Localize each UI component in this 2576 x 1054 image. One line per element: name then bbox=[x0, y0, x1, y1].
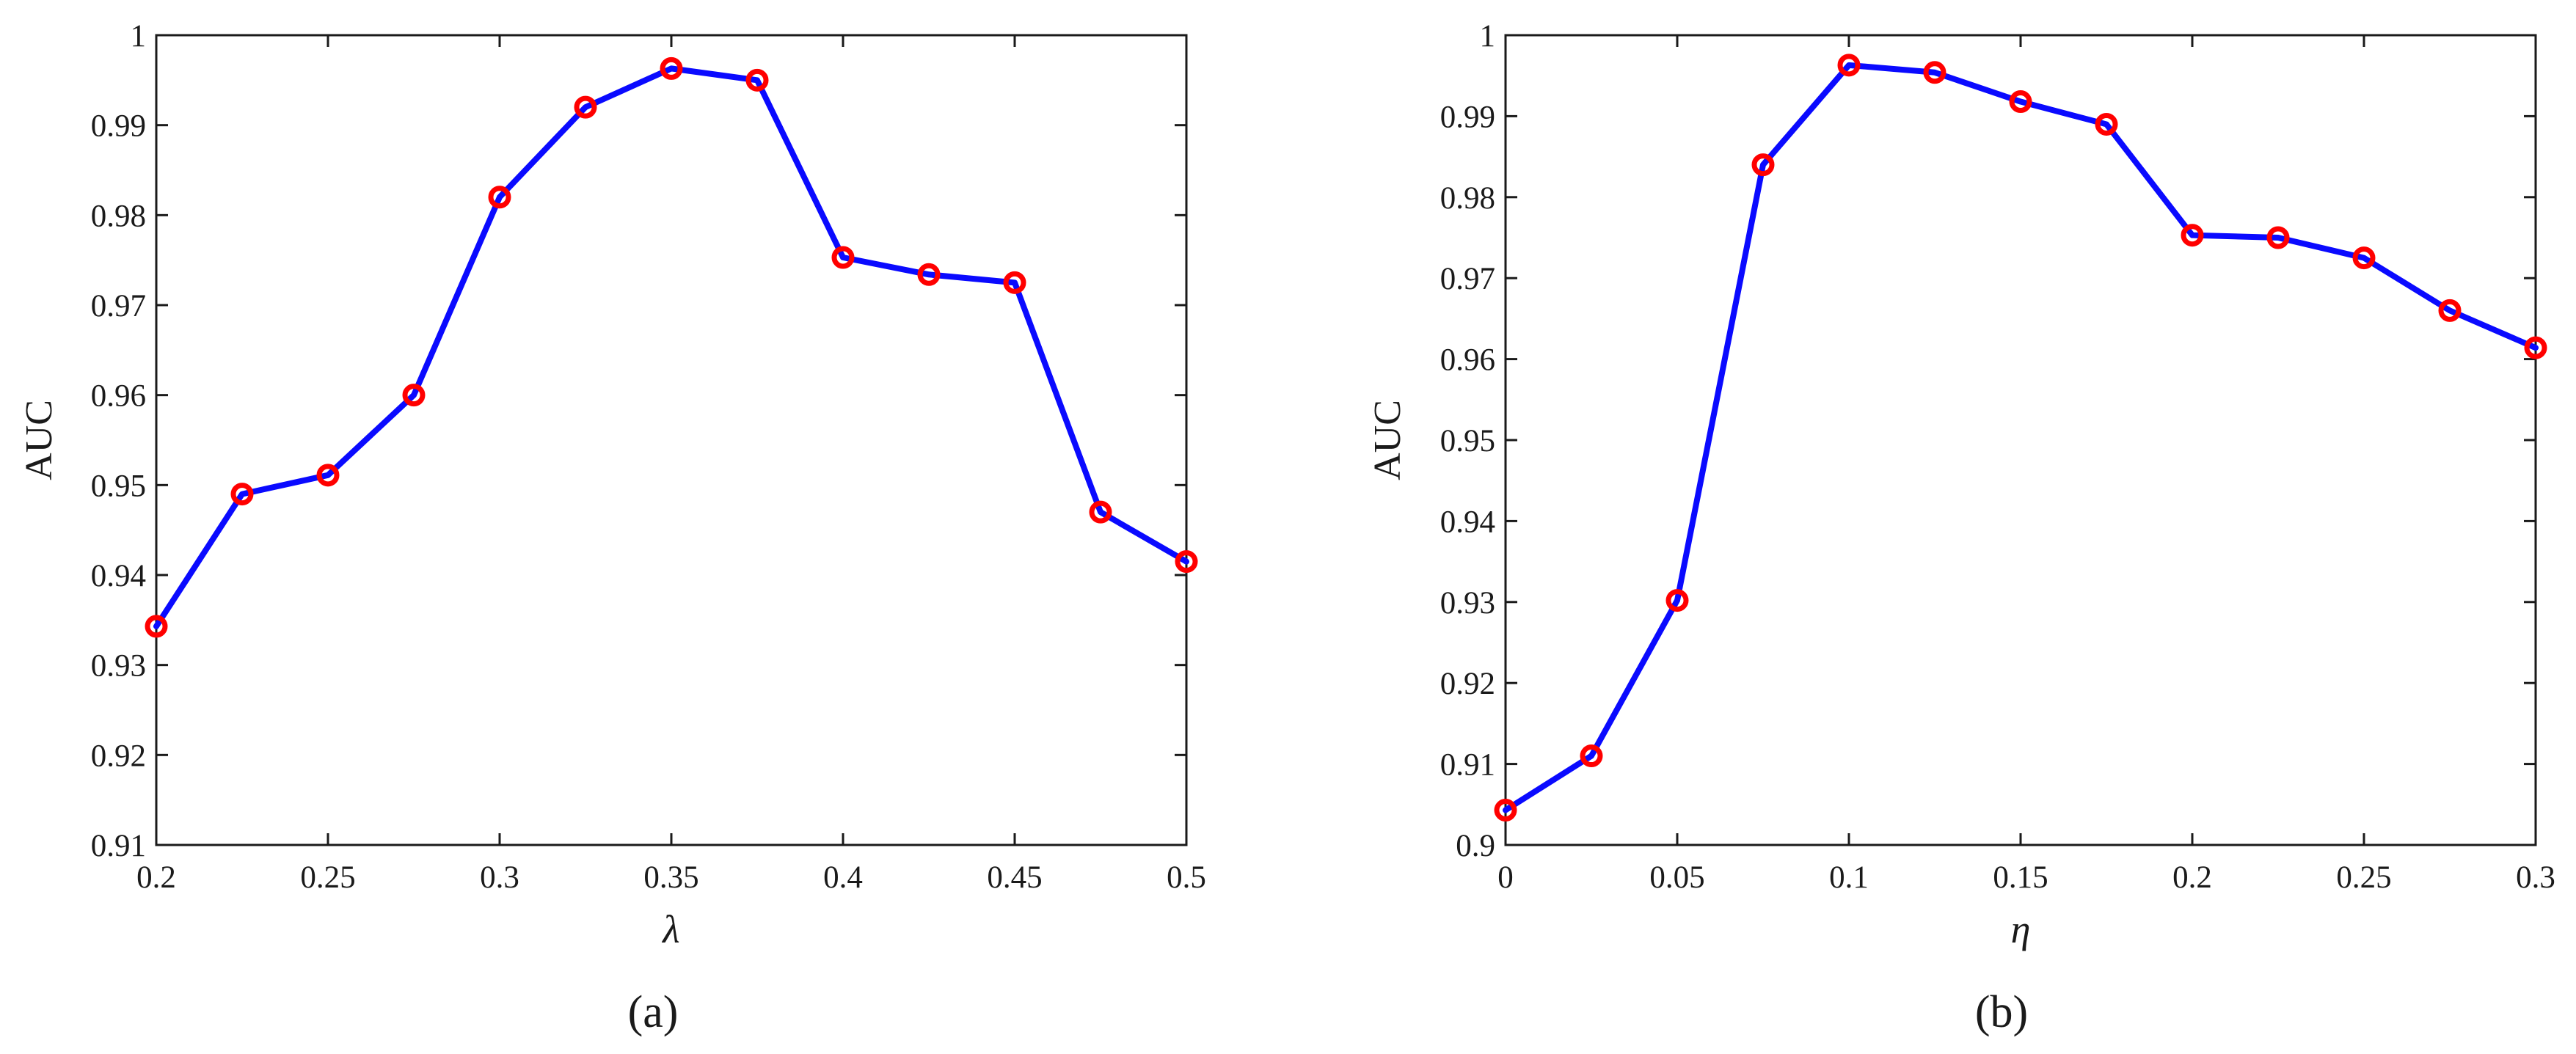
y-tick-label: 0.97 bbox=[1440, 262, 1495, 296]
y-tick-label: 0.98 bbox=[91, 199, 146, 233]
x-tick-label: 0.25 bbox=[300, 860, 355, 895]
y-tick-label: 0.99 bbox=[1440, 100, 1495, 134]
x-axis-label: λ bbox=[661, 907, 679, 951]
y-tick-label: 0.99 bbox=[91, 109, 146, 144]
x-tick-label: 0.25 bbox=[2336, 860, 2391, 895]
data-point bbox=[316, 464, 340, 487]
y-tick-label: 0.9 bbox=[1456, 829, 1495, 863]
y-tick-label: 0.93 bbox=[91, 649, 146, 684]
data-point bbox=[1003, 271, 1026, 294]
data-point bbox=[1751, 153, 1775, 177]
data-point bbox=[1089, 500, 1112, 524]
x-tick-label: 0.5 bbox=[1167, 860, 1206, 895]
data-point bbox=[1580, 744, 1603, 768]
data-point bbox=[1175, 550, 1198, 574]
x-tick-label: 0.1 bbox=[1829, 860, 1869, 895]
x-tick-label: 0 bbox=[1497, 860, 1514, 895]
series-line bbox=[1503, 62, 2539, 813]
y-tick-label: 0.93 bbox=[1440, 586, 1495, 621]
data-point bbox=[1837, 54, 1861, 77]
y-tick-label: 0.91 bbox=[1440, 748, 1495, 783]
data-point bbox=[2095, 112, 2118, 136]
x-tick-label: 0.15 bbox=[1993, 860, 2048, 895]
x-tick-label: 0.05 bbox=[1649, 860, 1704, 895]
data-point bbox=[1494, 799, 1517, 822]
y-tick-label: 0.97 bbox=[91, 289, 146, 323]
data-point bbox=[2352, 246, 2376, 270]
data-point bbox=[831, 246, 855, 269]
data-point bbox=[574, 95, 597, 119]
data-point bbox=[2524, 336, 2547, 359]
x-tick-label: 0.2 bbox=[2172, 860, 2212, 895]
data-point bbox=[145, 615, 168, 638]
panel-caption: (b) bbox=[1975, 987, 2028, 1037]
y-tick-label: 1 bbox=[1480, 19, 1496, 54]
data-point bbox=[230, 483, 254, 506]
y-tick-label: 0.95 bbox=[91, 469, 146, 503]
series-line bbox=[153, 65, 1189, 629]
y-tick-label: 0.96 bbox=[1440, 343, 1495, 378]
axes-frame bbox=[155, 34, 1188, 846]
data-point bbox=[917, 263, 941, 286]
x-tick-label: 0.45 bbox=[987, 860, 1042, 895]
y-tick-label: 1 bbox=[131, 19, 147, 54]
data-point bbox=[2009, 90, 2032, 114]
y-tick-label: 0.94 bbox=[91, 559, 146, 593]
axes-frame bbox=[1504, 34, 2537, 846]
panel-caption: (a) bbox=[628, 987, 679, 1037]
data-point bbox=[745, 68, 769, 92]
chart-panel-b: 0 0.05 0.1 0.15 0.2 0.25 0.3 0.9 0.91 0.92 0.93 0.9… bbox=[1367, 19, 2555, 1037]
data-point bbox=[1665, 589, 1689, 612]
y-tick-label: 0.96 bbox=[91, 379, 146, 414]
y-axis-label: AUC bbox=[1367, 400, 1409, 480]
y-tick-label: 0.94 bbox=[1440, 505, 1495, 539]
data-point bbox=[488, 186, 511, 209]
y-tick-label: 0.98 bbox=[1440, 181, 1495, 216]
y-tick-label: 0.95 bbox=[1440, 424, 1495, 458]
y-tick-label: 0.92 bbox=[1440, 667, 1495, 701]
data-point bbox=[2266, 226, 2290, 249]
x-tick-label: 0.3 bbox=[480, 860, 519, 895]
x-tick-label: 0.4 bbox=[823, 860, 863, 895]
data-point bbox=[660, 56, 683, 80]
y-tick-label: 0.91 bbox=[91, 829, 146, 863]
y-axis-label: AUC bbox=[18, 400, 60, 480]
x-tick-label: 0.2 bbox=[136, 860, 176, 895]
y-tick-label: 0.92 bbox=[91, 739, 146, 773]
x-tick-label: 0.3 bbox=[2516, 860, 2555, 895]
x-tick-label: 0.35 bbox=[643, 860, 698, 895]
data-point bbox=[2181, 224, 2204, 247]
x-axis-label: η bbox=[2011, 907, 2031, 951]
chart-panel-a: 0.2 0.25 0.3 0.35 0.4 0.45 0.5 0.91 0.92 0.93 0.94… bbox=[18, 19, 1206, 1037]
data-point bbox=[1923, 61, 1946, 84]
data-point bbox=[402, 384, 426, 407]
data-point bbox=[2438, 299, 2462, 322]
